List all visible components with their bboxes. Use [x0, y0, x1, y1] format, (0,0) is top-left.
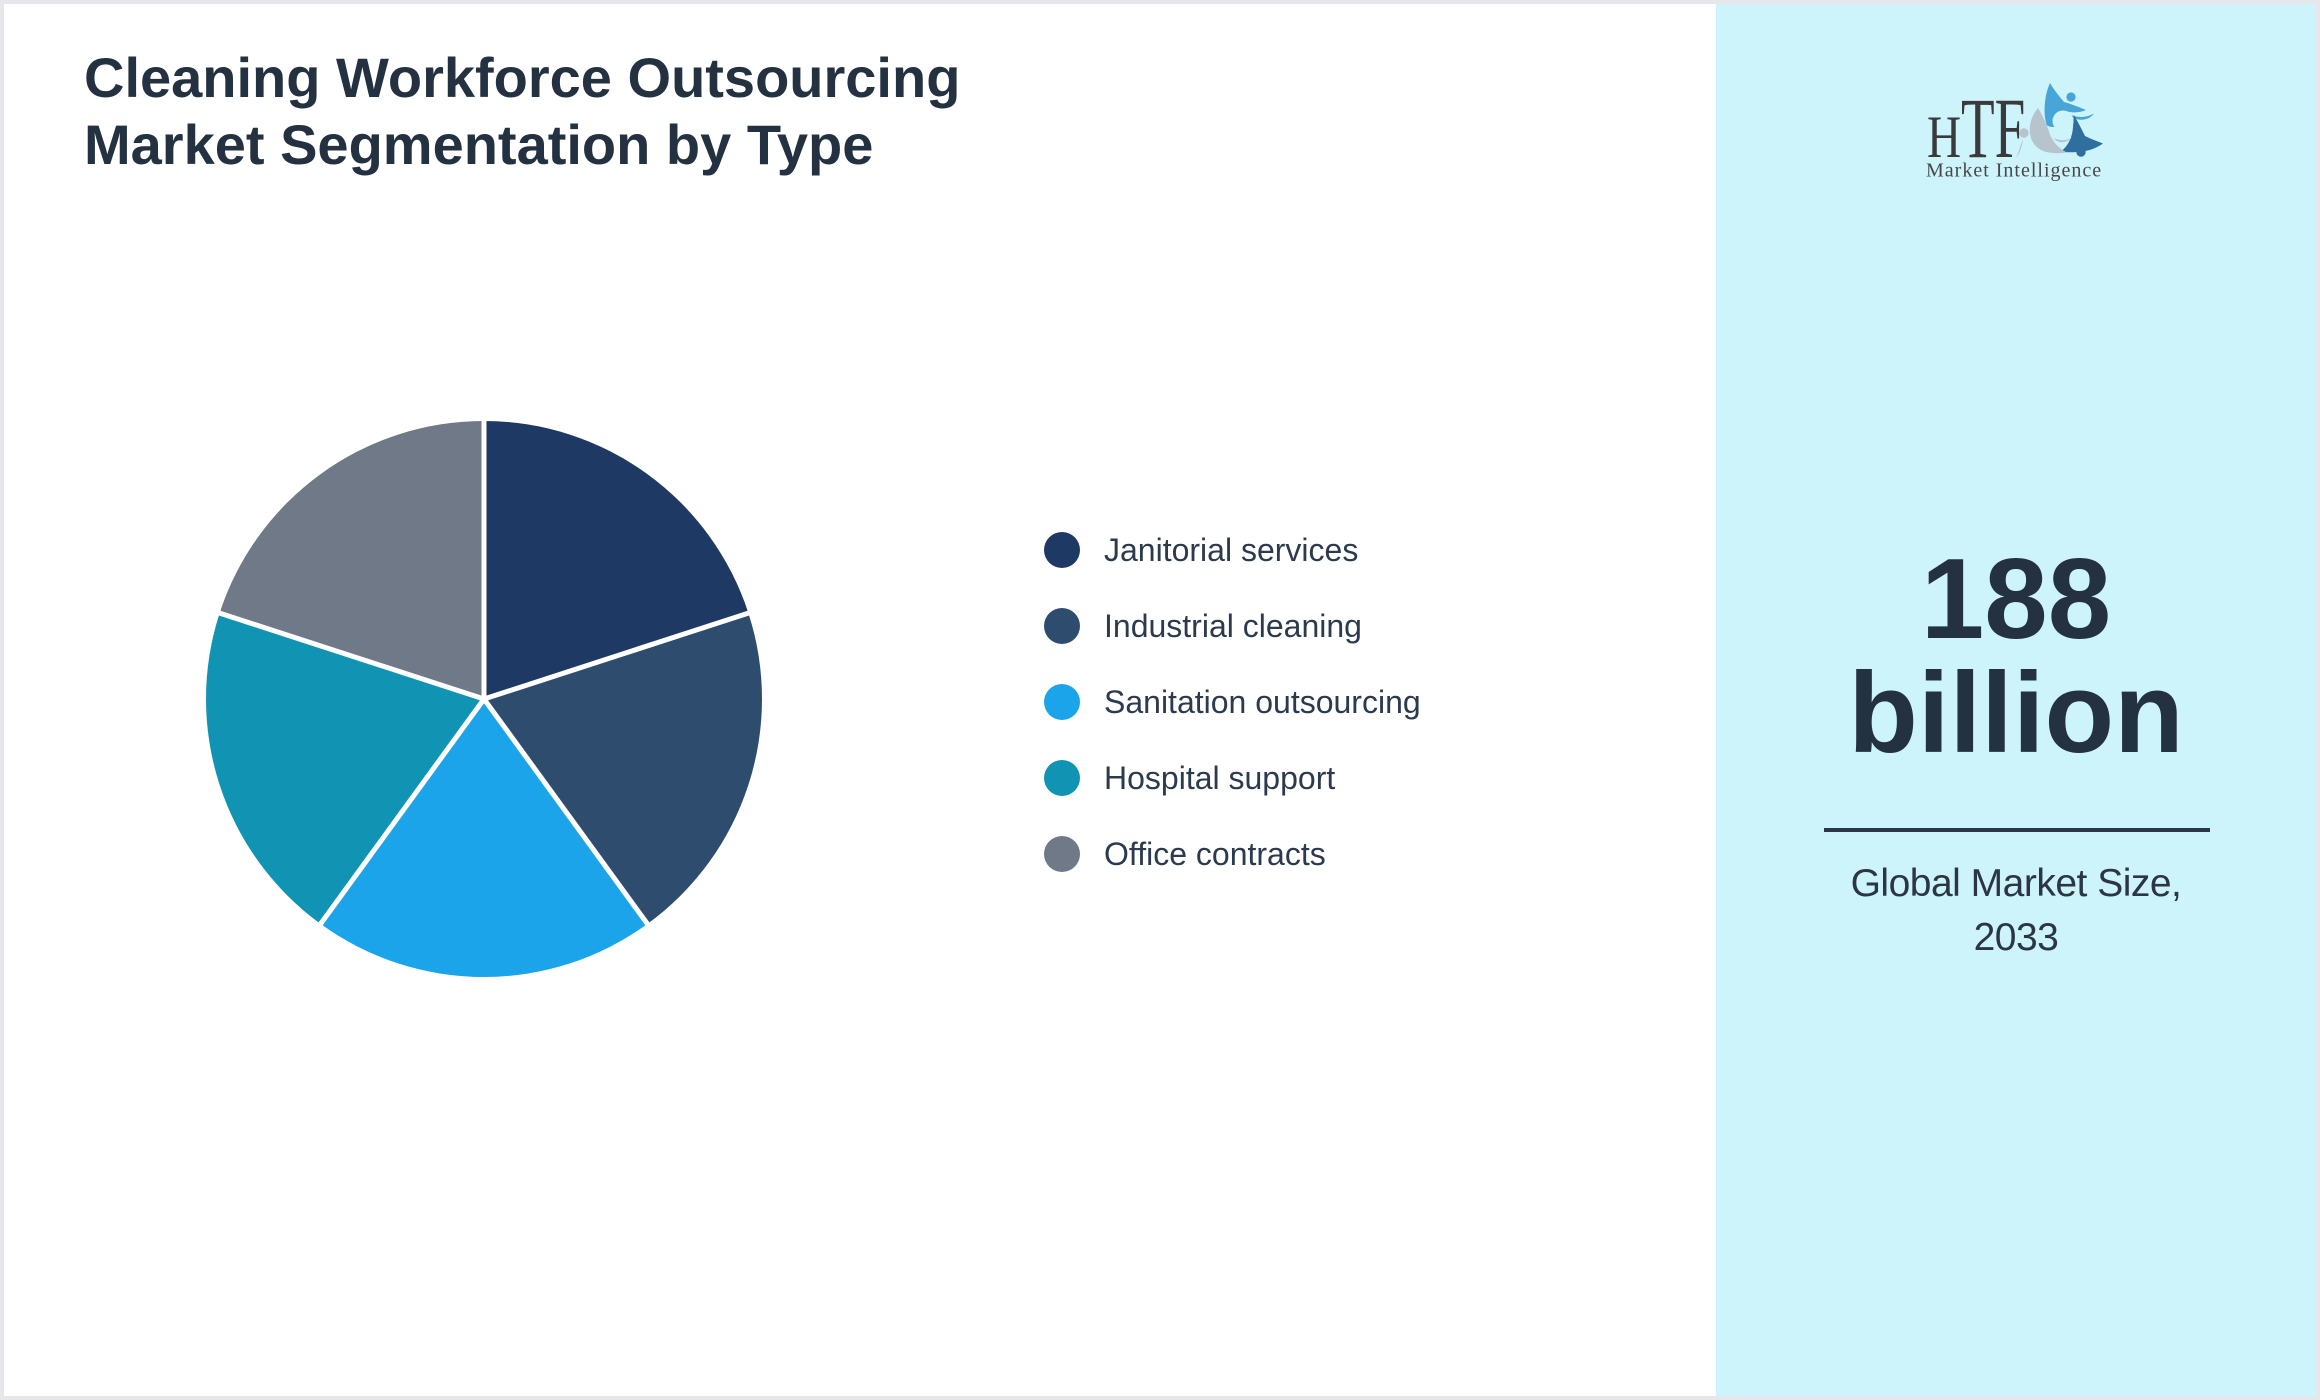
svg-text:TF: TF — [1961, 81, 2025, 176]
svg-text:Market Intelligence: Market Intelligence — [1926, 160, 2102, 182]
svg-text:H: H — [1927, 103, 1961, 170]
